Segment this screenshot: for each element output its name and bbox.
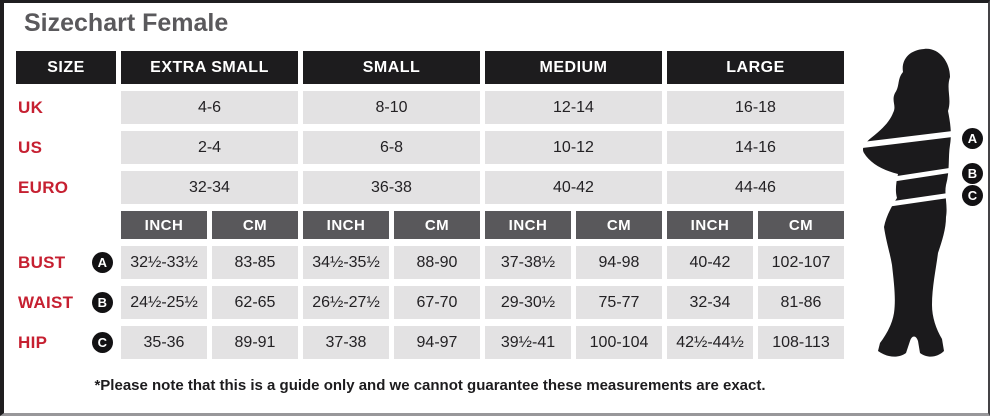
us-large: 14-16 (667, 131, 844, 164)
page-title: Sizechart Female (24, 9, 229, 37)
euro-extra-small: 32-34 (121, 171, 298, 204)
waist-l-cm: 81-86 (758, 286, 844, 319)
uk-extra-small: 4-6 (121, 91, 298, 124)
uk-medium: 12-14 (485, 91, 662, 124)
header-medium: MEDIUM (485, 51, 662, 84)
bust-xs-cm: 83-85 (212, 246, 298, 279)
female-figure: A B C (854, 45, 988, 370)
marker-b-badge: B (92, 292, 113, 313)
row-label-bust: BUST A (16, 246, 116, 279)
header-large: LARGE (667, 51, 844, 84)
waist-measure-line (864, 165, 969, 186)
us-extra-small: 2-4 (121, 131, 298, 164)
waist-xs-cm: 62-65 (212, 286, 298, 319)
unit-header-cm-m: CM (576, 211, 662, 239)
hip-label-text: HIP (18, 332, 48, 352)
unit-header-cm-xs: CM (212, 211, 298, 239)
bust-m-cm: 94-98 (576, 246, 662, 279)
bust-l-cm: 102-107 (758, 246, 844, 279)
row-label-uk: UK (18, 97, 44, 117)
uk-large: 16-18 (667, 91, 844, 124)
waist-l-inch: 32-34 (667, 286, 753, 319)
figure-marker-b-badge: B (962, 163, 983, 184)
us-medium: 10-12 (485, 131, 662, 164)
unit-header-inch-xs: INCH (121, 211, 207, 239)
row-label-hip: HIP C (16, 326, 116, 359)
figure-marker-c-badge: C (962, 185, 983, 206)
hip-s-inch: 37-38 (303, 326, 389, 359)
hip-measure-line (859, 190, 969, 211)
waist-s-cm: 67-70 (394, 286, 480, 319)
bust-l-inch: 40-42 (667, 246, 753, 279)
hip-xs-cm: 89-91 (212, 326, 298, 359)
female-figure-silhouette (854, 48, 969, 357)
bust-xs-inch: 32½-33½ (121, 246, 207, 279)
hip-xs-inch: 35-36 (121, 326, 207, 359)
waist-label-text: WAIST (18, 292, 74, 312)
euro-large: 44-46 (667, 171, 844, 204)
waist-s-inch: 26½-27½ (303, 286, 389, 319)
waist-xs-inch: 24½-25½ (121, 286, 207, 319)
bust-label-text: BUST (18, 252, 66, 272)
disclaimer-note: *Please note that this is a guide only a… (94, 377, 766, 394)
euro-medium: 40-42 (485, 171, 662, 204)
header-small: SMALL (303, 51, 480, 84)
header-extra-small: EXTRA SMALL (121, 51, 298, 84)
hip-m-inch: 39½-41 (485, 326, 571, 359)
hip-m-cm: 100-104 (576, 326, 662, 359)
unit-header-inch-s: INCH (303, 211, 389, 239)
bust-measure-line (854, 129, 969, 149)
hip-l-inch: 42½-44½ (667, 326, 753, 359)
header-size: SIZE (16, 51, 116, 84)
bust-s-inch: 34½-35½ (303, 246, 389, 279)
us-small: 6-8 (303, 131, 480, 164)
unit-header-inch-m: INCH (485, 211, 571, 239)
hip-l-cm: 108-113 (758, 326, 844, 359)
bust-m-inch: 37-38½ (485, 246, 571, 279)
unit-header-cm-s: CM (394, 211, 480, 239)
sizechart-table: SIZE EXTRA SMALL SMALL MEDIUM LARGE UK 4… (16, 51, 844, 359)
marker-c-badge: C (92, 332, 113, 353)
euro-small: 36-38 (303, 171, 480, 204)
row-label-euro: EURO (18, 177, 69, 197)
unit-header-cm-l: CM (758, 211, 844, 239)
row-label-us: US (18, 137, 43, 157)
unit-header-inch-l: INCH (667, 211, 753, 239)
figure-marker-a-badge: A (962, 128, 983, 149)
waist-m-cm: 75-77 (576, 286, 662, 319)
hip-s-cm: 94-97 (394, 326, 480, 359)
marker-a-badge: A (92, 252, 113, 273)
bust-s-cm: 88-90 (394, 246, 480, 279)
waist-m-inch: 29-30½ (485, 286, 571, 319)
uk-small: 8-10 (303, 91, 480, 124)
row-label-waist: WAIST B (16, 286, 116, 319)
